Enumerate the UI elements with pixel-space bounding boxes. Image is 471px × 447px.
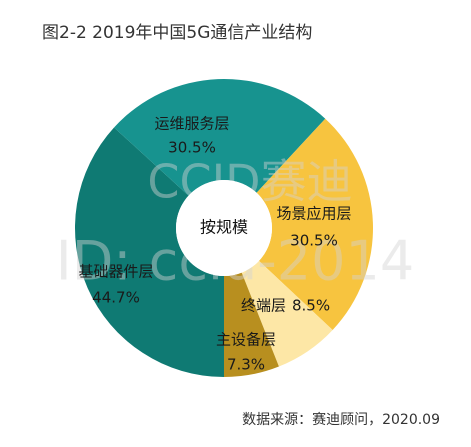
slice-label: 终端层 bbox=[241, 297, 286, 315]
slice-label: 基础器件层 bbox=[78, 263, 153, 281]
chart-title: 图2-2 2019年中国5G通信产业结构 bbox=[42, 23, 312, 43]
value-label: 8.5% bbox=[292, 297, 330, 315]
donut-slice bbox=[224, 272, 279, 377]
donut-slice bbox=[114, 79, 326, 196]
donut-slice bbox=[75, 127, 225, 377]
center-label: 按规模 bbox=[200, 218, 248, 237]
slice-label: 运维服务层 bbox=[154, 115, 229, 133]
slice-label: 主设备层 bbox=[216, 331, 276, 349]
value-label: 7.3% bbox=[227, 356, 265, 374]
value-label: 44.7% bbox=[92, 289, 140, 307]
value-label: 30.5% bbox=[168, 139, 216, 157]
donut-hole bbox=[176, 180, 272, 276]
source: 数据来源：赛迪顾问，2020.09 bbox=[242, 412, 440, 428]
value-label: 30.5% bbox=[290, 232, 338, 250]
donut-slice bbox=[256, 118, 374, 330]
donut-slice bbox=[241, 260, 333, 367]
slice-label: 场景应用层 bbox=[276, 205, 351, 223]
